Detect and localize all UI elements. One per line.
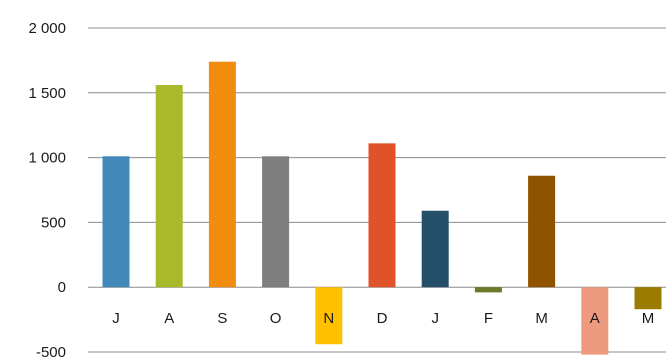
bar-3-S [208,61,236,288]
bar-10-A [581,287,609,355]
y-tick-label: 500 [41,214,66,231]
category-label: J [112,310,120,327]
category-label: M [642,310,655,327]
y-axis-tick-labels: 2 000 1 500 1 000 500 0 -500 [28,20,66,361]
y-tick-label: -500 [36,344,66,361]
bar-5-N [315,287,343,345]
category-label: F [484,310,493,327]
category-label: S [217,310,227,327]
bar-2-A [155,85,183,288]
category-label: J [431,310,439,327]
bar-6-D [368,143,396,288]
bar-1-J [102,156,130,288]
bar-9-M [528,175,556,288]
y-tick-label: 2 000 [28,20,66,37]
y-tick-label: 1 000 [28,150,66,167]
bar-8-F [474,287,502,293]
category-label: M [535,310,548,327]
category-label: A [590,310,600,327]
category-label: A [164,310,174,327]
category-label: N [323,310,334,327]
bar-4-O [262,156,290,288]
category-label: O [270,310,282,327]
category-label: D [377,310,388,327]
y-tick-label: 0 [58,279,66,296]
y-tick-label: 1 500 [28,85,66,102]
bar-7-J [421,210,449,288]
bars [102,61,662,355]
bar-11-M [634,287,662,310]
